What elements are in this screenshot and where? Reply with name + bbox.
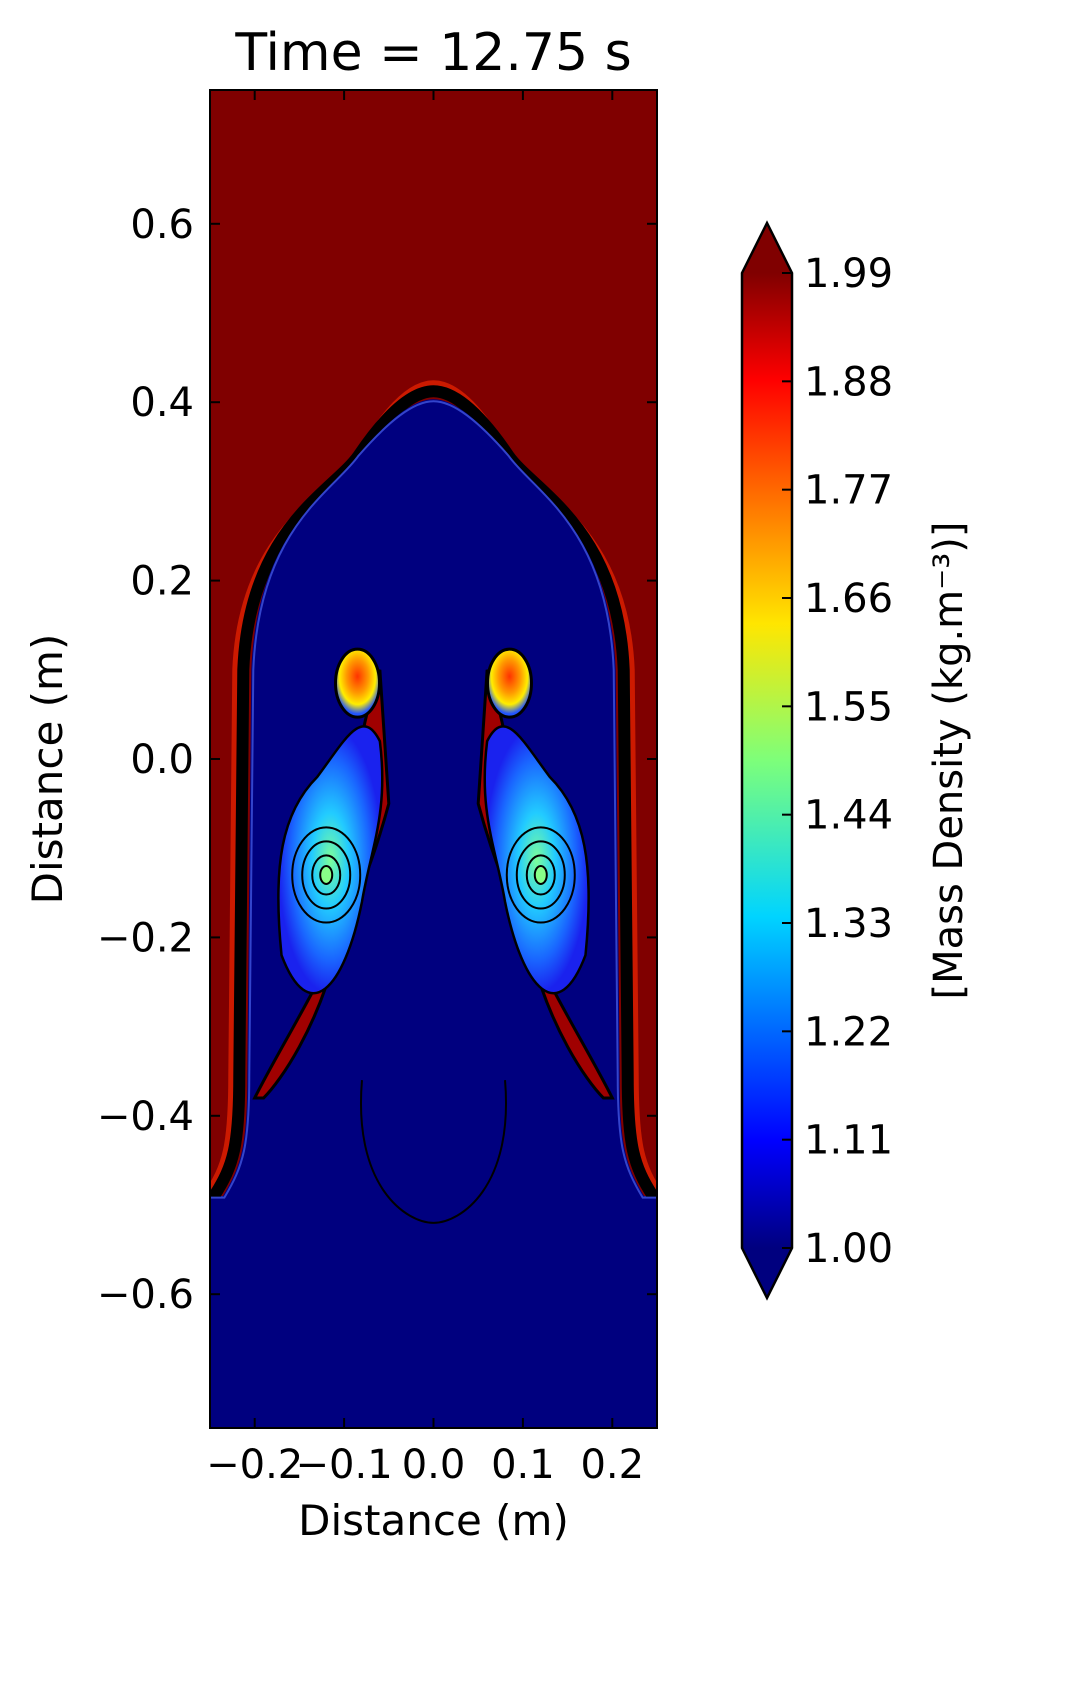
colorbar-tick-label: 1.11: [804, 1118, 893, 1164]
vortex-contour: [515, 840, 566, 910]
y-tick-label: −0.2: [97, 915, 194, 961]
y-tick-label: −0.6: [97, 1272, 194, 1318]
vortex-contour: [525, 854, 556, 896]
vortex-contour: [505, 826, 576, 924]
y-tick-label: 0.4: [130, 380, 194, 426]
chart-title: Time = 12.75 s: [234, 23, 631, 83]
colorbar-tick-label: 1.33: [804, 901, 893, 947]
vortex-cap: [485, 647, 533, 719]
colorbar-gradient: [742, 273, 792, 1248]
vortex-contour: [291, 826, 362, 924]
x-tick-label: 0.1: [491, 1442, 555, 1488]
vortex-body: [277, 725, 384, 995]
colorbar-tick-label: 1.44: [804, 793, 893, 839]
vortex-contour: [301, 840, 352, 910]
y-axis-ticks: 0.6 0.4 0.2 0.0 −0.2 −0.4 −0.6: [97, 202, 657, 1318]
colorbar-tick-label: 1.55: [804, 684, 893, 730]
colorbar-label: [Mass Density (kg.m⁻³)]: [926, 521, 972, 999]
colorbar-tick-label: 1.77: [804, 468, 893, 514]
vortex-core: [319, 864, 334, 885]
x-tick-label: 0.0: [402, 1442, 466, 1488]
vortex-body: [483, 725, 590, 995]
x-tick-label: −0.1: [296, 1442, 393, 1488]
x-tick-label: 0.2: [580, 1442, 644, 1488]
colorbar-tick-label: 1.00: [804, 1226, 893, 1272]
vortex-contour: [311, 854, 342, 896]
x-tick-label: −0.2: [206, 1442, 303, 1488]
vortex-structures: [252, 647, 615, 1100]
plot-area: [210, 90, 657, 1428]
colorbar-tick-label: 1.99: [804, 251, 893, 297]
y-tick-label: 0.0: [130, 737, 194, 783]
vortex-cap: [334, 647, 382, 719]
colorbar-extend-max: [742, 223, 792, 273]
base-contour: [360, 1080, 507, 1224]
colorbar-ticks: 1.99 1.88 1.77 1.66 1.55 1.44 1.33 1.22 1.11 1.00: [782, 251, 893, 1272]
colorbar-tick-label: 1.22: [804, 1009, 893, 1055]
x-axis-ticks: −0.2−0.1 0.0 0.1 0.2: [206, 90, 644, 1488]
colorbar: 1.99 1.88 1.77 1.66 1.55 1.44 1.33 1.22 1.11 1.00…: [740, 220, 972, 1301]
x-axis-label: Distance (m): [298, 1496, 569, 1545]
y-tick-label: 0.6: [130, 202, 194, 248]
colorbar-extend-min: [742, 1248, 792, 1298]
y-axis-label: Distance (m): [23, 634, 72, 905]
vortex-core: [533, 864, 548, 885]
bubble-interface-contours: [210, 385, 657, 1202]
y-tick-label: −0.4: [97, 1094, 194, 1140]
colorbar-tick-label: 1.66: [804, 576, 893, 622]
colorbar-tick-label: 1.88: [804, 359, 893, 405]
bubble-interface-red: [210, 380, 657, 1198]
bubble-inner-contour: [210, 400, 657, 1199]
y-tick-label: 0.2: [130, 559, 194, 605]
bubble-light-fluid: [210, 399, 657, 1428]
